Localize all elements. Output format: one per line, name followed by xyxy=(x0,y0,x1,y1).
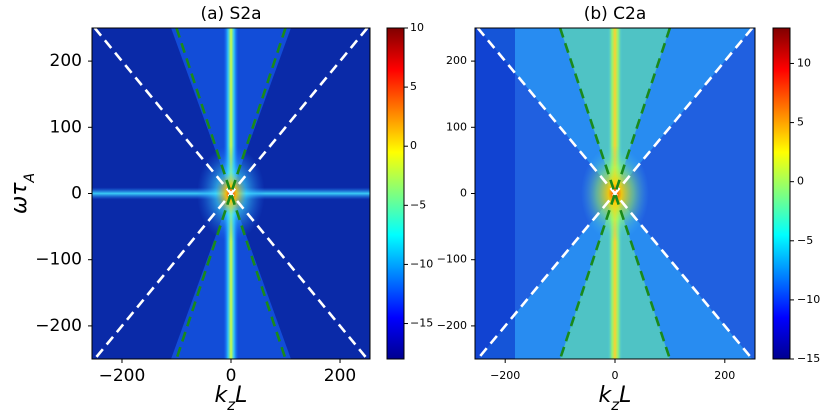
y-tick-label: −100 xyxy=(35,250,82,270)
y-axis-label: ωτA xyxy=(7,173,38,214)
x-tick-label: 0 xyxy=(612,369,619,382)
panel-a: (a) S2a −200 0 200 200 100 0 −100 −200 kzL ωτA 10 5 0… xyxy=(7,4,433,414)
colorbar-tick-label: 10 xyxy=(410,21,424,34)
green-dashed-line-0 xyxy=(175,28,287,359)
white-dashed-line-1 xyxy=(93,28,369,359)
green-dashed-line-0 xyxy=(558,28,672,359)
y-tick-label: −100 xyxy=(437,253,467,266)
chart-title: (b) C2a xyxy=(584,4,647,24)
y-tick-label: 0 xyxy=(460,187,467,200)
colorbar-tick-label: −15 xyxy=(797,352,820,365)
colorbar-tick-label: 10 xyxy=(797,56,811,69)
x-tick-label: −200 xyxy=(490,369,520,382)
colorbar-tick-label: −10 xyxy=(410,257,433,270)
colorbar-tick-label: 0 xyxy=(410,139,417,152)
heatmap-left-edge xyxy=(475,28,515,359)
y-tick-label: −200 xyxy=(35,316,82,336)
y-tick-label: 200 xyxy=(50,51,82,71)
heatmap xyxy=(475,28,755,359)
colorbar-tick-label: −10 xyxy=(797,293,820,306)
y-tick-label: 100 xyxy=(50,117,82,137)
x-tick-label: 0 xyxy=(226,366,237,386)
x-tick-label: 200 xyxy=(714,369,735,382)
x-tick-label: 200 xyxy=(324,366,356,386)
chart-title: (a) S2a xyxy=(200,4,261,24)
colorbar-tick-label: −5 xyxy=(797,234,813,247)
x-tick-label: −200 xyxy=(99,366,146,386)
y-tick-label: 100 xyxy=(446,120,467,133)
colorbar-tick-label: −15 xyxy=(410,317,433,330)
heatmap xyxy=(92,28,370,359)
colorbar-tick-label: 5 xyxy=(797,116,804,129)
y-tick-label: −200 xyxy=(437,319,467,332)
y-tick-label: 200 xyxy=(446,54,467,67)
white-dashed-line-1 xyxy=(476,28,754,359)
colorbar-tick-label: −5 xyxy=(410,198,426,211)
green-dashed-line-1 xyxy=(175,28,287,359)
green-dashed-line-1 xyxy=(558,28,672,359)
y-tick-label: 0 xyxy=(71,184,82,204)
x-axis-label: kzL xyxy=(215,383,248,414)
colorbar-tick-label: 5 xyxy=(410,80,417,93)
colorbar xyxy=(772,27,791,360)
colorbar xyxy=(386,27,405,360)
panel-b: (b) C2a −200 0 200 200 100 0 −100 −200 kzL 10 5 0 −5 −… xyxy=(437,4,820,414)
x-axis-label: kzL xyxy=(599,383,632,414)
colorbar-tick-label: 0 xyxy=(797,175,804,188)
